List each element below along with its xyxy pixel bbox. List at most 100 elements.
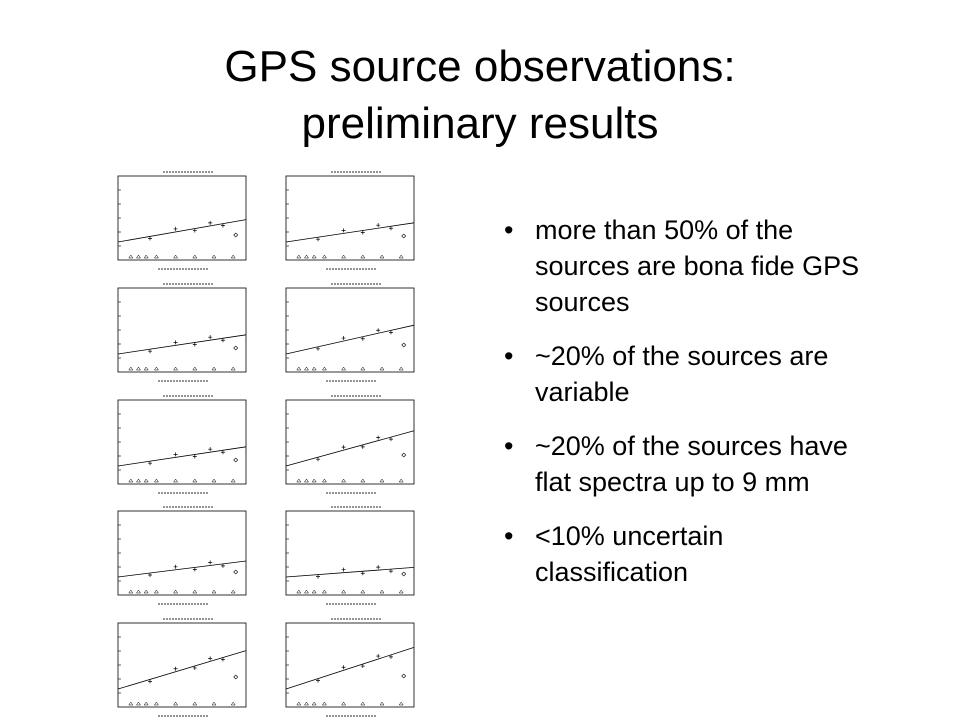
data-point <box>148 461 152 466</box>
outlier-point <box>401 571 407 577</box>
limit-marker <box>398 478 404 483</box>
data-point <box>316 237 320 242</box>
data-point <box>208 220 213 225</box>
limit-marker <box>128 478 134 483</box>
data-point <box>376 654 381 659</box>
limit-marker <box>398 254 404 259</box>
fit-line <box>285 567 415 578</box>
fit-line <box>117 446 247 467</box>
limit-marker <box>192 254 198 259</box>
outlier-point <box>233 674 239 680</box>
limit-marker <box>173 701 179 706</box>
limit-marker <box>143 589 149 594</box>
limit-marker <box>192 478 198 483</box>
data-point <box>360 571 365 576</box>
limit-marker <box>128 701 134 706</box>
limit-marker <box>304 478 309 483</box>
data-point <box>208 560 213 565</box>
limit-marker <box>143 701 149 706</box>
limit-marker <box>153 478 159 483</box>
limit-marker <box>304 254 309 259</box>
limit-marker <box>153 254 159 259</box>
limit-marker <box>398 701 404 706</box>
limit-marker <box>296 254 302 259</box>
limit-marker <box>311 478 317 483</box>
limit-marker <box>360 478 366 483</box>
title-line: GPS source observations: <box>224 42 736 91</box>
data-point <box>208 447 213 452</box>
limit-marker <box>341 701 347 706</box>
limit-marker <box>136 701 141 706</box>
data-point <box>148 236 152 241</box>
data-point <box>192 567 197 572</box>
limit-marker <box>379 478 385 483</box>
limit-marker <box>379 366 385 371</box>
limit-marker <box>230 589 236 594</box>
bullet-item: <10% uncertain classification <box>500 518 880 590</box>
data-point <box>148 349 152 354</box>
data-point <box>360 664 365 669</box>
limit-marker <box>341 254 347 259</box>
limit-marker <box>398 589 404 594</box>
plot-frame <box>117 622 247 708</box>
limit-marker <box>296 589 302 594</box>
limit-marker <box>143 366 149 371</box>
limit-marker <box>379 589 385 594</box>
limit-marker <box>311 589 317 594</box>
data-point <box>220 657 225 662</box>
data-point <box>173 226 178 231</box>
limit-marker <box>128 589 134 594</box>
outlier-point <box>233 345 239 351</box>
plot-frame <box>285 510 415 596</box>
fit-line <box>285 324 415 355</box>
limit-marker <box>296 478 302 483</box>
data-point <box>376 328 381 333</box>
data-point <box>388 569 393 574</box>
limit-marker <box>379 254 385 259</box>
limit-marker <box>341 589 347 594</box>
data-point <box>192 228 197 233</box>
data-point <box>341 567 346 572</box>
limit-marker <box>153 589 159 594</box>
outlier-point <box>233 569 239 575</box>
limit-marker <box>143 478 149 483</box>
limit-marker <box>296 366 302 371</box>
plot-frame <box>285 399 415 485</box>
data-point <box>360 230 365 235</box>
plot-frame <box>285 287 415 373</box>
limit-marker <box>136 254 141 259</box>
data-point <box>388 330 393 335</box>
outlier-point <box>233 457 239 463</box>
slide-title: GPS source observations: preliminary res… <box>0 38 960 152</box>
limit-marker <box>321 366 327 371</box>
limit-marker <box>321 589 327 594</box>
limit-marker <box>304 701 309 706</box>
data-point <box>376 435 381 440</box>
limit-marker <box>321 478 327 483</box>
data-point <box>192 665 197 670</box>
limit-marker <box>173 366 179 371</box>
outlier-point <box>233 232 239 238</box>
bullet-list: more than 50% of the sources are bona fi… <box>500 212 880 608</box>
outlier-point <box>401 233 407 239</box>
limit-marker <box>173 589 179 594</box>
data-point <box>388 226 393 231</box>
data-point <box>360 444 365 449</box>
data-point <box>388 437 393 442</box>
data-point <box>173 452 178 457</box>
data-point <box>148 573 152 577</box>
data-point <box>316 457 320 462</box>
limit-marker <box>398 366 404 371</box>
limit-marker <box>230 701 236 706</box>
outlier-point <box>401 342 407 348</box>
limit-marker <box>230 478 236 483</box>
limit-marker <box>311 701 317 706</box>
fit-line <box>117 650 247 690</box>
limit-marker <box>230 254 236 259</box>
fit-line <box>117 334 247 355</box>
data-point <box>173 564 178 569</box>
limit-marker <box>211 589 217 594</box>
limit-marker <box>230 366 236 371</box>
plot-frame <box>117 287 247 373</box>
